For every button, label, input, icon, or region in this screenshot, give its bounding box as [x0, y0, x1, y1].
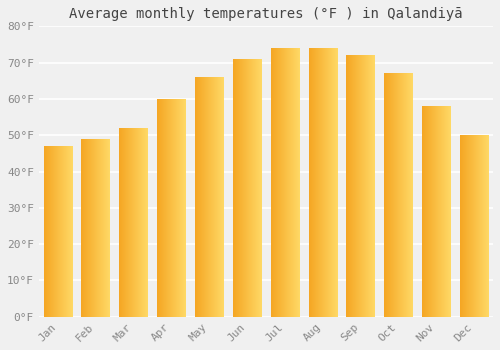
Title: Average monthly temperatures (°F ) in Qalandiyā: Average monthly temperatures (°F ) in Qa… — [69, 7, 462, 21]
